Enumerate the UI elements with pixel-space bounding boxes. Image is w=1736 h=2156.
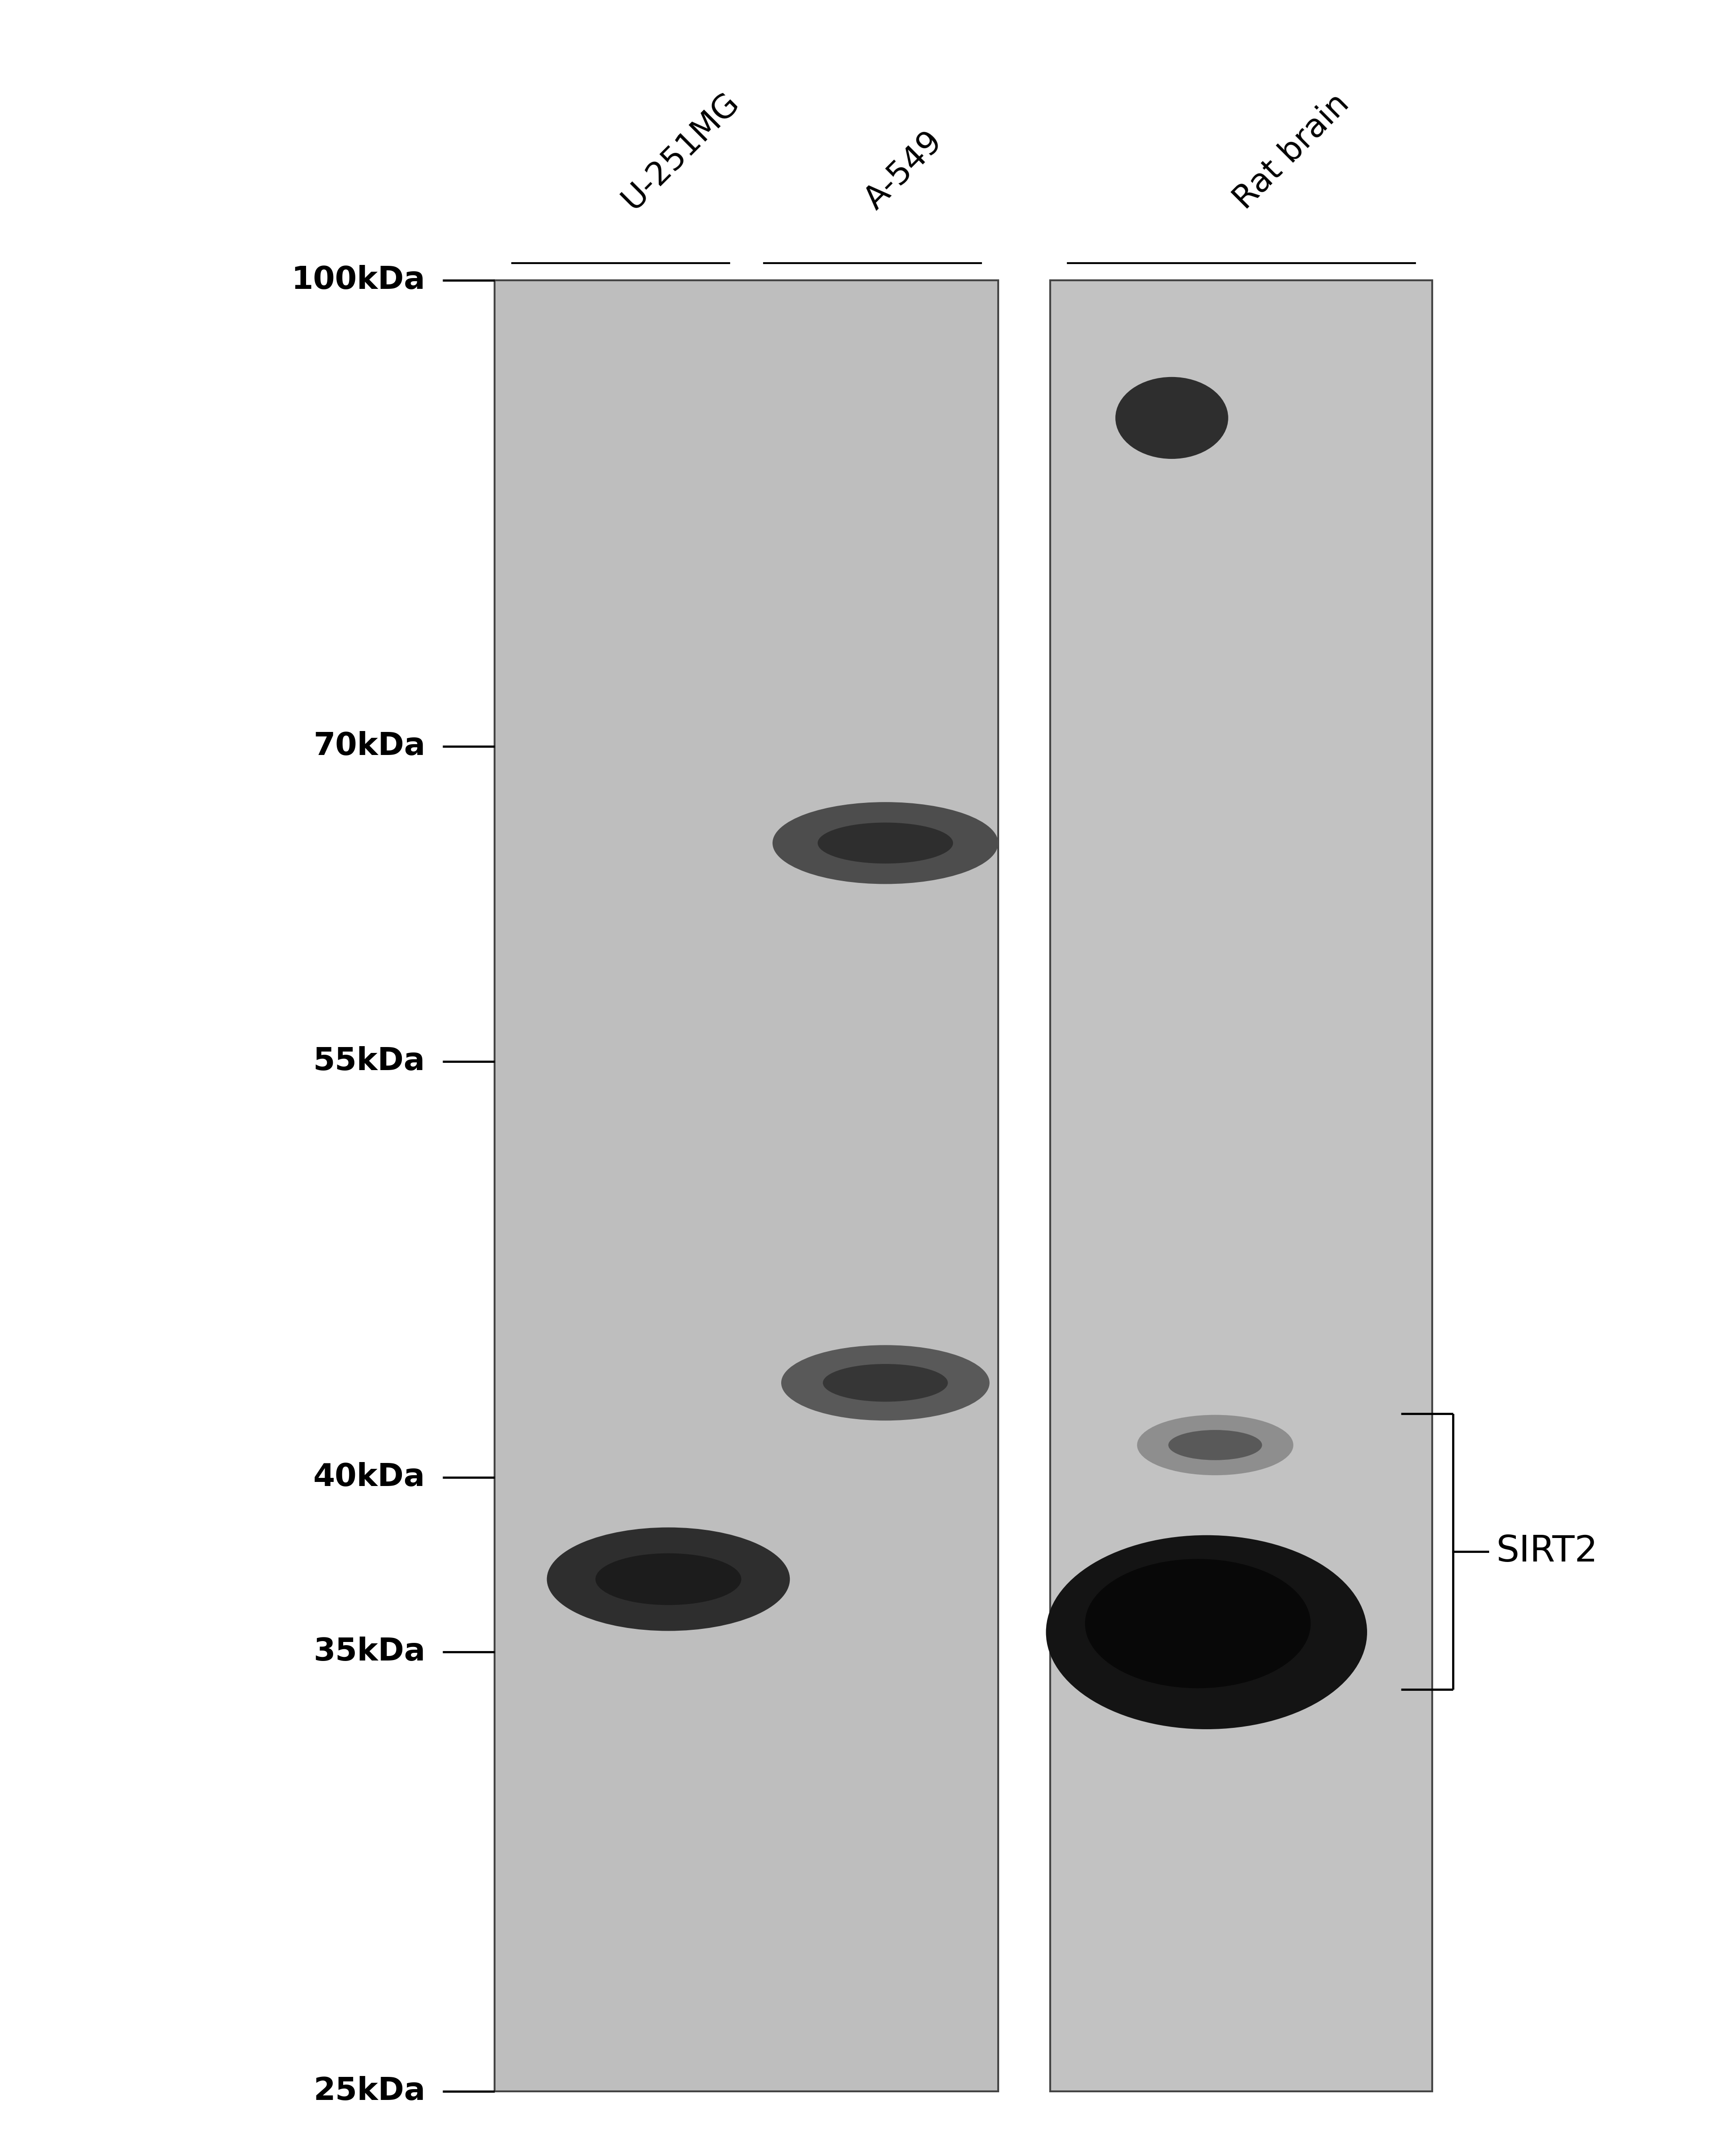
Ellipse shape (595, 1552, 741, 1604)
Ellipse shape (781, 1345, 990, 1421)
Ellipse shape (1115, 377, 1227, 459)
Text: SIRT2: SIRT2 (1496, 1533, 1599, 1570)
Ellipse shape (1085, 1559, 1311, 1688)
Text: A-549: A-549 (859, 125, 948, 216)
Bar (1050, 280, 1432, 2091)
Text: 70kDa: 70kDa (312, 731, 425, 761)
Bar (495, 280, 998, 2091)
Text: U-251MG: U-251MG (616, 86, 745, 216)
Ellipse shape (1045, 1535, 1366, 1729)
Ellipse shape (1168, 1429, 1262, 1460)
Ellipse shape (547, 1526, 790, 1630)
Text: 55kDa: 55kDa (312, 1046, 425, 1076)
Ellipse shape (818, 824, 953, 865)
Ellipse shape (1137, 1414, 1293, 1475)
Text: 40kDa: 40kDa (312, 1462, 425, 1492)
Ellipse shape (823, 1365, 948, 1401)
Ellipse shape (773, 802, 998, 884)
Text: 35kDa: 35kDa (312, 1636, 425, 1667)
Text: 100kDa: 100kDa (292, 265, 425, 295)
Text: 25kDa: 25kDa (312, 2076, 425, 2106)
Text: Rat brain: Rat brain (1227, 88, 1356, 216)
